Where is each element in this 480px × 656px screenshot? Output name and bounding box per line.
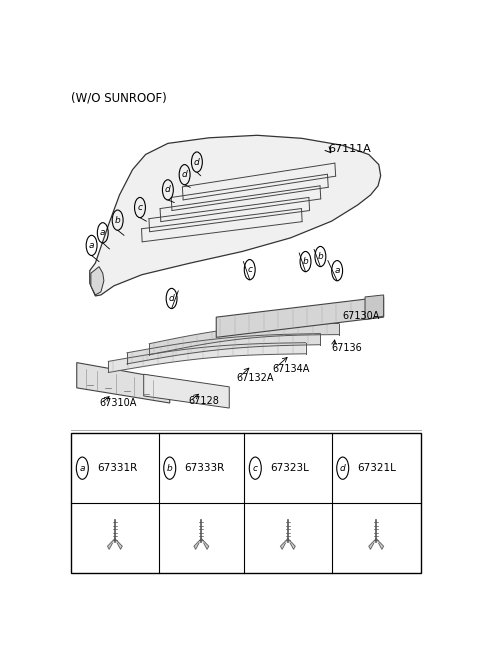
Text: b: b [115,216,120,224]
Polygon shape [77,363,170,403]
Polygon shape [288,539,295,549]
Text: c: c [137,203,143,212]
Polygon shape [91,266,104,295]
Polygon shape [376,539,384,549]
Text: 67128: 67128 [188,396,219,406]
Text: d: d [194,157,200,167]
Polygon shape [280,539,288,549]
Text: a: a [100,228,106,237]
Bar [71,434,421,573]
Text: d: d [340,464,346,473]
Text: c: c [253,464,258,473]
Polygon shape [108,342,305,373]
Polygon shape [90,135,381,296]
Text: 67331R: 67331R [97,463,137,473]
Text: c: c [247,265,252,274]
Text: 67136: 67136 [332,343,362,353]
Polygon shape [365,295,384,319]
Polygon shape [144,374,229,408]
Text: (W/O SUNROOF): (W/O SUNROOF) [71,91,167,104]
Text: b: b [318,252,323,261]
Polygon shape [149,323,339,355]
Text: 67323L: 67323L [270,463,309,473]
Text: 67132A: 67132A [237,373,274,382]
Text: b: b [167,464,173,473]
Text: 67111A: 67111A [328,144,371,154]
Polygon shape [194,539,202,549]
Text: 67321L: 67321L [358,463,396,473]
Polygon shape [369,539,376,549]
Polygon shape [115,539,122,549]
Text: d: d [165,186,171,194]
Text: a: a [89,241,95,250]
Text: 67130A: 67130A [343,311,380,321]
Text: 67310A: 67310A [99,398,136,408]
Text: d: d [182,170,188,179]
Polygon shape [216,297,384,337]
Text: a: a [335,266,340,275]
Polygon shape [127,334,321,364]
Text: 67134A: 67134A [272,364,310,374]
Polygon shape [202,539,209,549]
Text: 67333R: 67333R [185,463,225,473]
Text: a: a [80,464,85,473]
Text: b: b [303,257,308,266]
Polygon shape [108,539,115,549]
Text: d: d [169,294,174,303]
